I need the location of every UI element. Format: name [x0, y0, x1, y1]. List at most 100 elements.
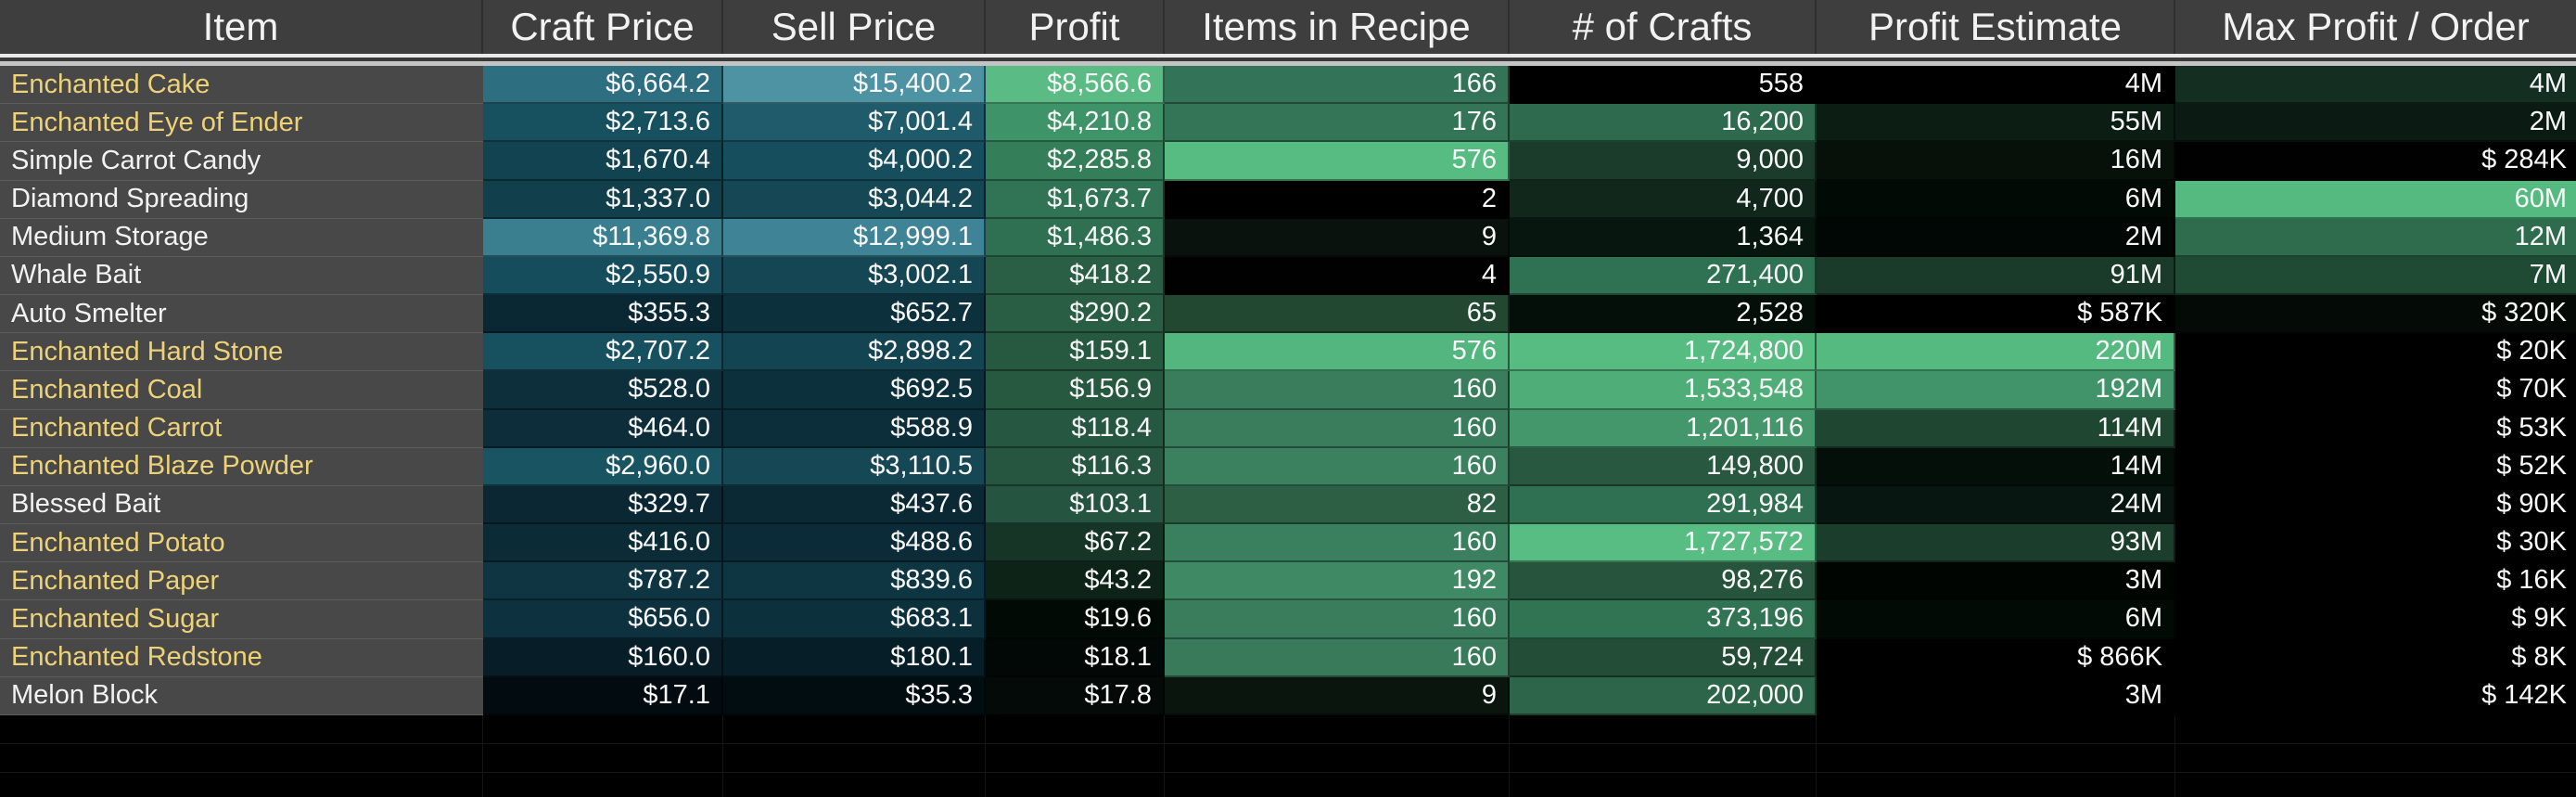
value-cell[interactable]: $7,001.4 [723, 104, 986, 143]
value-cell[interactable]: $12,999.1 [723, 218, 986, 257]
value-cell[interactable]: 4M [1817, 66, 2175, 105]
value-cell[interactable]: 12M [2175, 218, 2576, 257]
value-cell[interactable]: 1,364 [1510, 218, 1817, 257]
value-cell[interactable]: 1,727,572 [1510, 524, 1817, 563]
empty-cell[interactable] [1510, 743, 1817, 772]
value-cell[interactable]: $588.9 [723, 409, 986, 448]
value-cell[interactable]: $683.1 [723, 600, 986, 639]
value-cell[interactable]: $290.2 [986, 295, 1165, 334]
value-cell[interactable]: $355.3 [483, 295, 723, 334]
value-cell[interactable]: 202,000 [1510, 676, 1817, 715]
value-cell[interactable]: 98,276 [1510, 562, 1817, 601]
value-cell[interactable]: $15,400.2 [723, 66, 986, 105]
value-cell[interactable]: 1,724,800 [1510, 333, 1817, 372]
value-cell[interactable]: $656.0 [483, 600, 723, 639]
empty-cell[interactable] [483, 743, 723, 772]
value-cell[interactable]: 93M [1817, 524, 2175, 563]
value-cell[interactable]: $180.1 [723, 638, 986, 677]
value-cell[interactable]: $ 16K [2175, 562, 2576, 601]
item-name-cell[interactable]: Blessed Bait [0, 485, 483, 525]
value-cell[interactable]: 192M [1817, 371, 2175, 410]
column-header-item[interactable]: Item [0, 0, 483, 54]
item-name-cell[interactable]: Auto Smelter [0, 295, 483, 334]
value-cell[interactable]: $17.1 [483, 676, 723, 715]
empty-cell[interactable] [1817, 772, 2175, 797]
value-cell[interactable]: 9 [1165, 218, 1510, 257]
value-cell[interactable]: $103.1 [986, 485, 1165, 525]
value-cell[interactable]: $11,369.8 [483, 218, 723, 257]
value-cell[interactable]: $ 866K [1817, 638, 2175, 677]
value-cell[interactable]: $2,960.0 [483, 447, 723, 486]
value-cell[interactable]: $17.8 [986, 676, 1165, 715]
value-cell[interactable]: 166 [1165, 66, 1510, 105]
item-name-cell[interactable]: Diamond Spreading [0, 180, 483, 219]
value-cell[interactable]: $2,707.2 [483, 333, 723, 372]
value-cell[interactable]: $18.1 [986, 638, 1165, 677]
value-cell[interactable]: 3M [1817, 562, 2175, 601]
value-cell[interactable]: 160 [1165, 524, 1510, 563]
value-cell[interactable]: $43.2 [986, 562, 1165, 601]
value-cell[interactable]: 2 [1165, 180, 1510, 219]
empty-cell[interactable] [2175, 773, 2576, 797]
value-cell[interactable]: $1,486.3 [986, 218, 1165, 257]
value-cell[interactable]: 9 [1165, 676, 1510, 715]
value-cell[interactable]: $35.3 [723, 676, 986, 715]
item-name-cell[interactable]: Enchanted Hard Stone [0, 333, 483, 372]
value-cell[interactable]: $1,670.4 [483, 142, 723, 181]
value-cell[interactable]: 1,533,548 [1510, 371, 1817, 410]
value-cell[interactable]: 220M [1817, 333, 2175, 372]
empty-cell[interactable] [723, 772, 986, 797]
value-cell[interactable]: 192 [1165, 562, 1510, 601]
value-cell[interactable]: $4,210.8 [986, 104, 1165, 143]
value-cell[interactable]: 14M [1817, 447, 2175, 486]
empty-cell[interactable] [986, 743, 1165, 772]
empty-cell[interactable] [1165, 772, 1510, 797]
empty-cell[interactable] [2175, 715, 2576, 743]
value-cell[interactable]: 9,000 [1510, 142, 1817, 181]
value-cell[interactable]: $437.6 [723, 485, 986, 525]
empty-cell[interactable] [1165, 743, 1510, 772]
column-header-sell-price[interactable]: Sell Price [723, 0, 986, 54]
empty-cell[interactable] [1817, 743, 2175, 772]
value-cell[interactable]: 160 [1165, 371, 1510, 410]
value-cell[interactable]: 373,196 [1510, 600, 1817, 639]
value-cell[interactable]: $ 30K [2175, 524, 2576, 563]
value-cell[interactable]: $19.6 [986, 600, 1165, 639]
value-cell[interactable]: 558 [1510, 66, 1817, 105]
value-cell[interactable]: $67.2 [986, 524, 1165, 563]
value-cell[interactable]: $2,285.8 [986, 142, 1165, 181]
empty-cell[interactable] [1165, 714, 1510, 743]
value-cell[interactable]: $ 320K [2175, 295, 2576, 334]
value-cell[interactable]: 576 [1165, 333, 1510, 372]
value-cell[interactable]: 160 [1165, 409, 1510, 448]
item-name-cell[interactable]: Enchanted Sugar [0, 600, 483, 639]
value-cell[interactable]: $118.4 [986, 409, 1165, 448]
value-cell[interactable]: $2,898.2 [723, 333, 986, 372]
value-cell[interactable]: $156.9 [986, 371, 1165, 410]
value-cell[interactable]: 2,528 [1510, 295, 1817, 334]
value-cell[interactable]: 16M [1817, 142, 2175, 181]
column-header-profit-estimate[interactable]: Profit Estimate [1817, 0, 2175, 54]
column-header-craft-price[interactable]: Craft Price [483, 0, 723, 54]
value-cell[interactable]: 271,400 [1510, 256, 1817, 296]
item-name-cell[interactable]: Enchanted Potato [0, 524, 483, 563]
value-cell[interactable]: 2M [2175, 104, 2576, 143]
empty-cell[interactable] [723, 714, 986, 743]
value-cell[interactable]: $160.0 [483, 638, 723, 677]
value-cell[interactable]: 176 [1165, 104, 1510, 143]
value-cell[interactable]: $ 8K [2175, 638, 2576, 677]
item-name-cell[interactable]: Simple Carrot Candy [0, 142, 483, 181]
empty-cell[interactable] [0, 714, 483, 743]
empty-cell[interactable] [1510, 714, 1817, 743]
value-cell[interactable]: $839.6 [723, 562, 986, 601]
value-cell[interactable]: $528.0 [483, 371, 723, 410]
item-name-cell[interactable]: Whale Bait [0, 256, 483, 296]
item-name-cell[interactable]: Enchanted Redstone [0, 638, 483, 677]
value-cell[interactable]: 114M [1817, 409, 2175, 448]
value-cell[interactable]: 24M [1817, 485, 2175, 525]
empty-cell[interactable] [723, 743, 986, 772]
value-cell[interactable]: $ 70K [2175, 371, 2576, 410]
value-cell[interactable]: 3M [1817, 676, 2175, 715]
value-cell[interactable]: 91M [1817, 256, 2175, 296]
value-cell[interactable]: $ 142K [2175, 676, 2576, 715]
